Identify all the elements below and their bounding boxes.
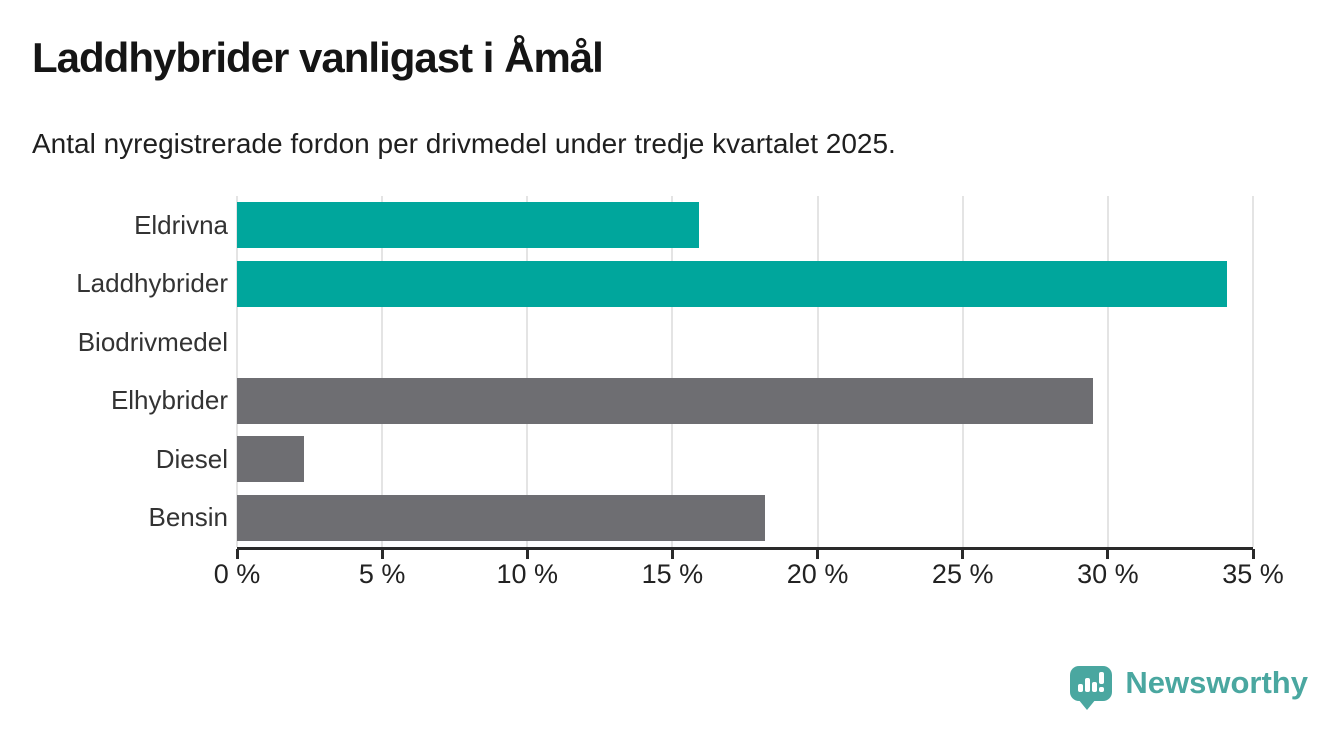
gridline-5 — [381, 196, 384, 547]
bar-rows — [237, 196, 1253, 547]
bar-elhybrider — [237, 377, 1094, 424]
x-axis-tick-5 — [380, 549, 384, 559]
x-axis-tick-label-0: 0 % — [213, 559, 261, 589]
x-axis-tick-30 — [1106, 549, 1110, 559]
x-axis-tick-25 — [961, 549, 965, 559]
newsworthy-logo[interactable]: Newsworthy — [1070, 665, 1308, 710]
x-axis-tick-label-10: 10 % — [496, 559, 559, 589]
category-label-elhybrider: Elhybrider — [110, 385, 228, 416]
chart-subtitle: Antal nyregistrerade fordon per drivmede… — [32, 128, 896, 159]
gridline-0 — [236, 196, 238, 547]
chart-row — [237, 489, 1253, 548]
x-axis-tick-label-15: 15 % — [641, 559, 704, 589]
bar-diesel — [237, 436, 304, 483]
x-axis-tick-label-5: 5 % — [358, 559, 406, 589]
category-label-eldrivna: Eldrivna — [134, 209, 228, 240]
category-label-laddhybrider: Laddhybrider — [76, 268, 228, 299]
bar-eldrivna — [237, 202, 699, 249]
gridlines — [236, 196, 1254, 547]
newsworthy-logo-text: Newsworthy — [1125, 665, 1308, 700]
x-axis-tick-20 — [816, 549, 820, 559]
category-label-bensin: Bensin — [148, 502, 229, 533]
chart-title: Laddhybrider vanligast i Åmål — [32, 34, 604, 81]
gridline-35 — [1252, 196, 1254, 547]
chart-row — [237, 196, 1253, 255]
x-axis-tick-35 — [1251, 549, 1255, 559]
category-labels: Eldrivna Laddhybrider Biodrivmedel Elhybrid… — [0, 196, 228, 547]
chart-row — [237, 430, 1253, 489]
plot-area — [236, 196, 1254, 547]
bar-laddhybrider — [237, 260, 1227, 307]
x-axis: 0 % 5 % 10 % 15 % 20 % 25 % 30 % 35 % — [214, 547, 1284, 589]
newsworthy-speech-bubble-bar-chart-icon — [1070, 665, 1113, 710]
x-axis-tick-label-20: 20 % — [786, 559, 849, 589]
gridline-25 — [961, 196, 964, 547]
gridline-30 — [1106, 196, 1109, 547]
gridline-20 — [816, 196, 819, 547]
category-label-biodrivmedel: Biodrivmedel — [77, 326, 228, 357]
x-axis-tick-10 — [525, 549, 529, 559]
x-axis-tick-0 — [235, 549, 239, 559]
chart-row — [237, 372, 1253, 431]
gridline-10 — [526, 196, 529, 547]
chart-row — [237, 313, 1253, 372]
x-axis-tick-label-30: 30 % — [1077, 559, 1139, 589]
x-axis-tick-label-35: 35 % — [1222, 559, 1284, 589]
chart-row — [237, 255, 1253, 314]
x-axis-tick-label-25: 25 % — [931, 559, 994, 589]
x-axis-tick-15 — [670, 549, 674, 559]
category-label-diesel: Diesel — [155, 443, 228, 474]
bar-bensin — [237, 494, 766, 541]
gridline-15 — [671, 196, 674, 547]
